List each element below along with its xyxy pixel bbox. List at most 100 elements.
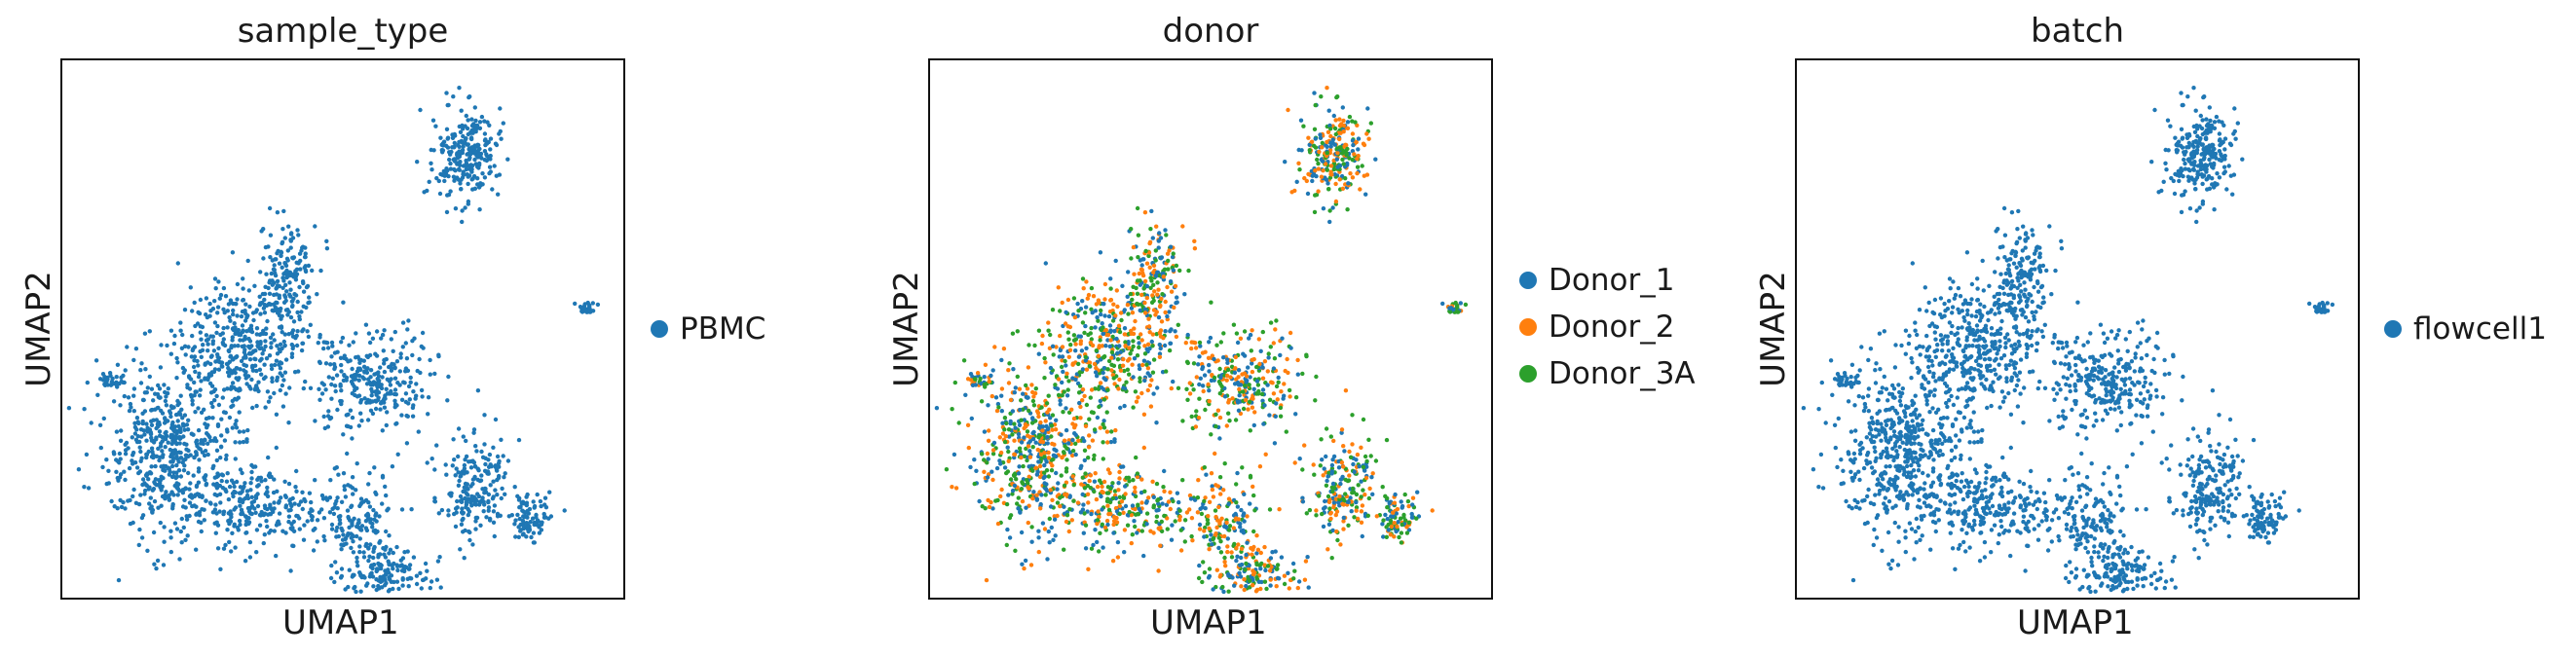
scatter-point <box>1300 467 1305 472</box>
scatter-point <box>282 293 287 298</box>
scatter-point <box>1046 393 1051 398</box>
scatter-point <box>1014 477 1019 482</box>
scatter-point <box>1118 311 1124 315</box>
scatter-point <box>1018 509 1023 514</box>
scatter-point <box>524 500 530 505</box>
scatter-point <box>1330 489 1335 494</box>
scatter-point <box>1004 501 1010 507</box>
scatter-point <box>1401 512 1406 518</box>
scatter-point <box>1000 431 1006 436</box>
scatter-point <box>1247 336 1251 341</box>
scatter-point <box>1090 343 1096 348</box>
scatter-point <box>241 439 246 445</box>
scatter-point <box>528 520 533 525</box>
scatter-point <box>1192 246 1198 251</box>
scatter-point <box>1149 208 1154 214</box>
scatter-point <box>1331 504 1336 510</box>
scatter-point <box>1042 470 1047 475</box>
scatter-point <box>295 310 300 315</box>
scatter-point <box>197 446 202 451</box>
scatter-point <box>1262 563 1267 567</box>
scatter-point <box>1276 375 1281 381</box>
scatter-point <box>985 475 990 480</box>
scatter-point <box>1122 550 1127 555</box>
scatter-point <box>305 519 310 524</box>
scatter-point <box>280 330 284 335</box>
scatter-point <box>341 300 346 305</box>
scatter-point <box>1218 550 1224 555</box>
scatter-point <box>255 340 260 345</box>
scatter-point <box>1180 224 1185 229</box>
scatter-point <box>1126 311 1131 316</box>
scatter-point <box>1154 514 1160 519</box>
scatter-point <box>1214 525 1219 530</box>
scatter-point <box>255 484 260 489</box>
scatter-point <box>1077 370 1082 375</box>
scatter-point <box>1138 376 1142 381</box>
scatter-point <box>253 356 258 362</box>
scatter-point <box>1174 263 1179 269</box>
scatter-point <box>1295 585 1300 591</box>
scatter-point <box>1136 255 1140 260</box>
scatter-point <box>354 488 358 493</box>
scatter-point <box>1319 94 1324 99</box>
scatter-point <box>358 496 364 501</box>
scatter-point <box>506 514 511 519</box>
scatter-point <box>324 238 329 243</box>
scatter-point <box>1141 358 1147 363</box>
scatter-point <box>1268 320 1274 325</box>
scatter-point <box>1027 455 1033 459</box>
scatter-point <box>1360 533 1364 539</box>
scatter-point <box>1127 509 1132 515</box>
scatter-point <box>1104 518 1110 524</box>
scatter-point <box>989 373 993 379</box>
scatter-point <box>354 589 358 595</box>
scatter-point <box>1304 511 1309 516</box>
scatter-point <box>1274 384 1280 389</box>
scatter-point <box>1350 442 1355 447</box>
scatter-point <box>124 440 130 446</box>
scatter-point <box>230 338 235 343</box>
scatter-point <box>1082 438 1087 444</box>
scatter-point <box>1058 309 1063 313</box>
scatter-point <box>1226 400 1231 405</box>
scatter-point <box>219 364 224 369</box>
scatter-point <box>1295 357 1300 363</box>
scatter-point <box>315 539 319 544</box>
scatter-point <box>159 343 164 347</box>
scatter-point <box>1033 440 1038 445</box>
scatter-point <box>1039 341 1045 347</box>
scatter-point <box>1325 139 1329 145</box>
scatter-point <box>188 285 193 290</box>
scatter-point <box>391 567 395 571</box>
scatter-point <box>1203 349 1208 354</box>
scatter-point <box>428 585 432 591</box>
scatter-point <box>1037 463 1043 469</box>
scatter-point <box>1098 381 1103 385</box>
scatter-point <box>379 383 384 387</box>
scatter-point <box>1035 469 1040 474</box>
scatter-point <box>1094 365 1099 371</box>
scatter-point <box>1121 356 1126 362</box>
scatter-point <box>233 370 238 376</box>
scatter-point <box>453 524 459 530</box>
scatter-point <box>1036 351 1041 356</box>
scatter-point <box>1214 343 1219 347</box>
scatter-point <box>541 515 547 520</box>
scatter-point <box>1111 522 1116 528</box>
scatter-point <box>1274 318 1279 323</box>
scatter-point <box>224 479 230 484</box>
scatter-point <box>182 413 188 418</box>
scatter-point <box>247 539 253 545</box>
scatter-point <box>375 567 380 572</box>
scatter-point <box>985 460 989 465</box>
scatter-point <box>418 107 423 113</box>
scatter-point <box>123 452 129 457</box>
scatter-point <box>147 501 152 506</box>
scatter-point <box>451 94 456 99</box>
scatter-point <box>1142 311 1148 315</box>
scatter-point <box>1177 518 1182 523</box>
scatter-point <box>254 368 259 374</box>
scatter-point <box>251 317 256 323</box>
scatter-point <box>1300 371 1305 377</box>
